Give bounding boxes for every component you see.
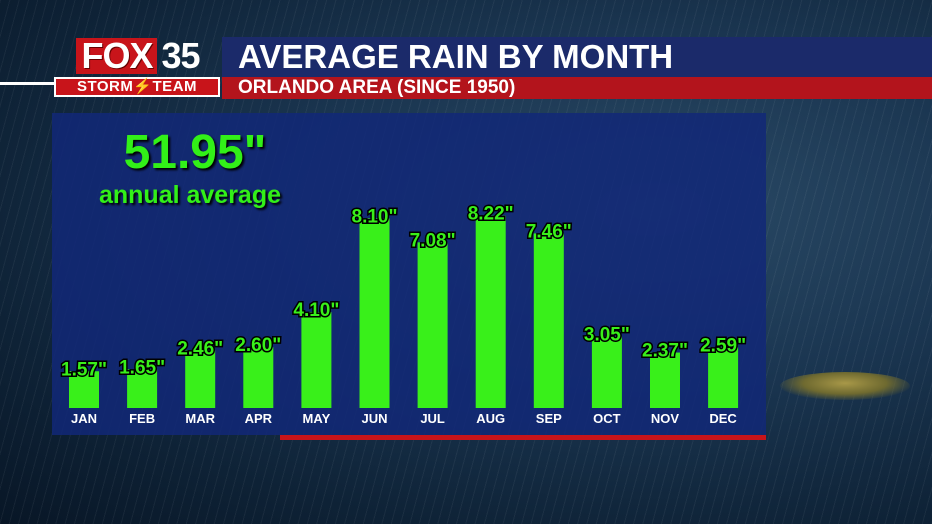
value-label-feb: 1.65" [119, 357, 165, 378]
bar-nov [650, 352, 680, 408]
tick-label-aug: AUG [476, 411, 505, 426]
bar-dec [708, 347, 739, 408]
bar-jan [69, 371, 99, 408]
value-label-jul: 7.08" [410, 230, 456, 251]
tick-label-mar: MAR [185, 411, 215, 426]
bar-sep [533, 233, 564, 408]
logo-channel: 35 [161, 35, 200, 76]
tick-label-may: MAY [303, 411, 331, 426]
tick-label-feb: FEB [129, 411, 155, 426]
value-label-dec: 2.59" [700, 335, 746, 356]
annual-average-value: 51.95" [123, 126, 267, 179]
bar-mar [185, 350, 216, 408]
tick-label-dec: DEC [709, 411, 737, 426]
value-label-jan: 1.57" [61, 359, 107, 380]
value-label-apr: 2.60" [235, 335, 281, 356]
bar-apr [243, 347, 274, 408]
background-puddle [780, 372, 910, 400]
tick-label-jan: JAN [71, 411, 97, 426]
title-bar: AVERAGE RAIN BY MONTH [222, 37, 932, 77]
bar-feb [127, 369, 158, 408]
station-logo: FOX 35 STORM⚡TEAM [54, 37, 220, 99]
subtitle-bar: ORLANDO AREA (SINCE 1950) [222, 77, 932, 99]
tick-label-apr: APR [245, 411, 273, 426]
value-label-oct: 3.05" [584, 325, 630, 346]
bar-jun [359, 218, 390, 408]
tick-label-jun: JUN [361, 411, 387, 426]
bar-may [301, 312, 332, 408]
bar-jul [417, 242, 448, 408]
logo-team: STORM⚡TEAM [54, 77, 220, 97]
logo-brand: FOX [76, 38, 158, 74]
value-label-nov: 2.37" [642, 341, 688, 362]
tick-label-jul: JUL [420, 411, 445, 426]
chart-title: AVERAGE RAIN BY MONTH [238, 38, 674, 75]
value-label-aug: 8.22" [468, 204, 514, 225]
value-label-jun: 8.10" [352, 206, 398, 227]
logo-main: FOX 35 [68, 37, 208, 75]
value-label-mar: 2.46" [177, 338, 223, 359]
bar-oct [591, 336, 622, 408]
bar-aug [475, 215, 506, 408]
annual-average-label: annual average [98, 181, 282, 209]
tick-label-sep: SEP [536, 411, 562, 426]
chart-subtitle: ORLANDO AREA (SINCE 1950) [238, 77, 516, 98]
tick-label-nov: NOV [651, 411, 680, 426]
value-label-sep: 7.46" [526, 221, 572, 242]
chart-panel [52, 113, 766, 435]
header-left-line [0, 82, 54, 85]
value-label-may: 4.10" [293, 300, 339, 321]
tick-label-oct: OCT [593, 411, 621, 426]
panel-accent-line [280, 435, 766, 440]
